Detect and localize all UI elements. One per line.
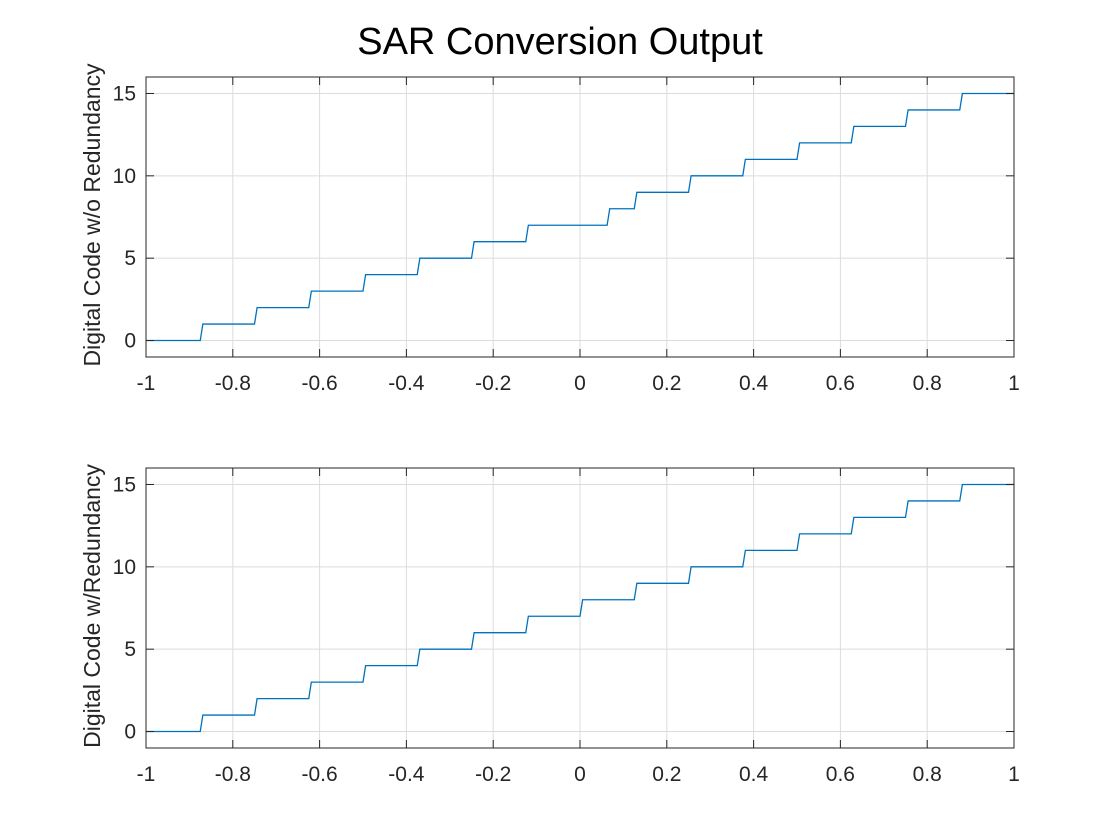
subplot-1: -1 -0.8 -0.6 -0.4 -0.2 0 0.2 0.4 0.6 0.8 1051015Di… — [79, 63, 1020, 395]
y-tick-label: 15 — [113, 82, 136, 105]
x-tick-label: -0.4 — [388, 763, 425, 786]
subplots: -1 -0.8 -0.6 -0.4 -0.2 0 0.2 0.4 0.6 0.8 1051015Di… — [79, 63, 1020, 786]
series-line — [146, 483, 1014, 733]
x-tick-label: -0.2 — [475, 372, 511, 395]
chart-title: SAR Conversion Output — [357, 21, 763, 63]
y-tick-label: 0 — [124, 721, 136, 744]
x-tick-label: -1 — [137, 372, 156, 395]
x-tick-label: 0.4 — [739, 763, 769, 786]
x-tick-label: 0.2 — [652, 372, 681, 395]
y-tick-label: 5 — [124, 638, 136, 661]
y-tick-label: 5 — [124, 247, 136, 270]
x-tick-label: -1 — [137, 763, 156, 786]
x-tick-label: -0.8 — [215, 763, 251, 786]
x-tick-label: 0 — [574, 763, 586, 786]
x-tick-label: -0.8 — [215, 372, 251, 395]
y-axis-label: Digital Code w/Redundancy — [79, 464, 105, 748]
x-tick-label: 0.6 — [826, 372, 855, 395]
series-line — [146, 92, 1014, 342]
x-tick-label: 1 — [1008, 372, 1020, 395]
x-tick-label: 0.6 — [826, 763, 855, 786]
y-axis-label: Digital Code w/o Redundancy — [79, 63, 105, 367]
x-tick-label: 0.8 — [913, 372, 942, 395]
y-tick-label: 10 — [113, 556, 136, 579]
y-tick-label: 0 — [124, 330, 136, 353]
x-tick-label: -0.6 — [302, 372, 338, 395]
x-tick-label: 0 — [574, 372, 586, 395]
x-tick-label: -0.6 — [302, 763, 338, 786]
x-tick-label: 0.8 — [913, 763, 942, 786]
x-tick-label: 1 — [1008, 763, 1020, 786]
x-tick-label: -0.2 — [475, 763, 511, 786]
subplot-2: -1 -0.8 -0.6 -0.4 -0.2 0 0.2 0.4 0.6 0.8 1051015Di… — [79, 464, 1020, 786]
x-tick-label: 0.4 — [739, 372, 769, 395]
y-tick-label: 10 — [113, 165, 136, 188]
x-tick-label: 0.2 — [652, 763, 681, 786]
y-tick-label: 15 — [113, 473, 136, 496]
x-tick-label: -0.4 — [388, 372, 425, 395]
